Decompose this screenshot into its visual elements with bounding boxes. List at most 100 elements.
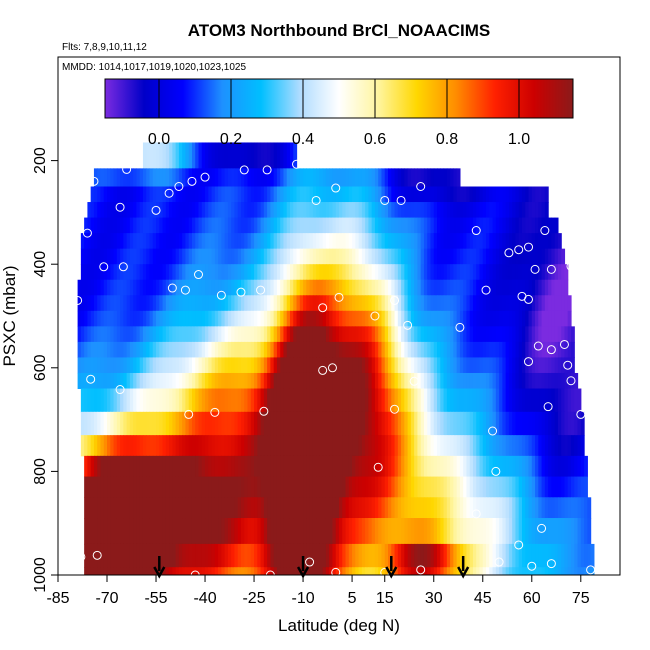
heat-cell [139,186,144,203]
heat-cell [80,310,85,327]
heat-cell [205,497,209,519]
heat-cell [227,411,232,436]
heat-cell [564,567,569,575]
heat-cell [159,411,164,436]
heat-cell [352,518,356,545]
dates-subtitle: MMDD: 1014,1017,1019,1020,1023,1025 [62,62,246,73]
heat-cell [348,186,353,203]
y-axis-label: PSXC (mbar) [0,265,19,366]
heat-cell [401,497,405,519]
heat-cell [100,233,105,250]
heat-cell [580,518,585,545]
heat-cell [423,372,428,390]
heat-cell [126,543,131,568]
heat-cell [156,279,160,296]
heat-cell [339,326,343,343]
heat-cell [254,372,258,390]
heat-cell [293,497,298,519]
heat-cell [289,279,294,296]
heat-cell [489,567,494,575]
heat-cell [270,217,275,234]
heat-cell [502,341,507,358]
heat-cell [280,295,285,312]
heat-cell [159,455,164,478]
heat-cell [299,202,304,219]
heat-cell [312,411,317,436]
heat-cell [427,217,432,234]
heat-cell [191,202,196,219]
heat-cell [293,341,298,358]
heat-cell [486,497,490,519]
heat-cell [211,476,216,498]
heat-cell [188,476,193,498]
heat-cell [319,497,324,519]
heat-cell [502,543,507,568]
heat-cell [440,168,445,187]
heat-cell [103,186,108,203]
heat-cell [240,233,245,250]
heat-cell [257,142,262,169]
heat-cell [80,411,85,436]
heat-cell [544,295,549,312]
heat-cell [368,455,373,478]
heat-cell [276,357,281,374]
heat-cell [388,476,392,498]
heat-cell [361,357,366,374]
heat-cell [218,202,222,219]
heat-cell [417,543,422,568]
heat-cell [90,248,95,265]
heat-cell [325,186,330,203]
heat-cell [564,435,569,457]
heat-cell [472,435,477,457]
heat-cell [535,186,539,203]
heat-cell [211,295,216,312]
heat-cell [423,248,428,265]
heat-cell [521,264,526,281]
heat-cell [495,357,500,374]
heat-cell [459,217,464,234]
heat-cell [234,217,239,234]
heat-cell [316,186,320,203]
heat-cell [348,264,353,281]
heat-cell [133,388,138,413]
heat-cell [296,248,301,265]
heat-cell [120,357,124,374]
heat-cell [584,455,588,478]
heat-cell [528,372,533,390]
heat-cell [335,497,340,519]
heat-cell [567,357,572,374]
heat-cell [420,233,425,250]
heat-cell [358,388,363,413]
heat-cell [433,476,438,498]
heat-cell [270,372,275,390]
heat-cell [518,233,523,250]
heat-cell [456,326,461,343]
heat-cell [495,435,500,457]
heat-cell [276,142,281,169]
heat-cell [133,518,138,545]
heat-cell [410,497,415,519]
heat-cell [107,264,111,281]
heat-cell [567,388,572,413]
heat-cell [427,295,432,312]
heat-cell [535,476,539,498]
heat-cell [557,341,562,358]
heat-cell [107,567,111,575]
heat-cell [414,341,419,358]
heat-cell [332,543,337,568]
heat-cell [492,435,497,457]
heat-cell [146,279,151,296]
heat-cell [234,295,239,312]
heat-cell [247,435,252,457]
heat-cell [247,476,252,498]
heat-cell [303,455,307,478]
heat-cell [273,372,278,390]
heat-cell [159,341,164,358]
heat-cell [541,357,546,374]
heat-cell [201,357,206,374]
heat-cell [227,435,232,457]
heat-cell [388,455,392,478]
heat-cell [332,202,337,219]
heat-cell [191,518,196,545]
heat-cell [110,202,115,219]
